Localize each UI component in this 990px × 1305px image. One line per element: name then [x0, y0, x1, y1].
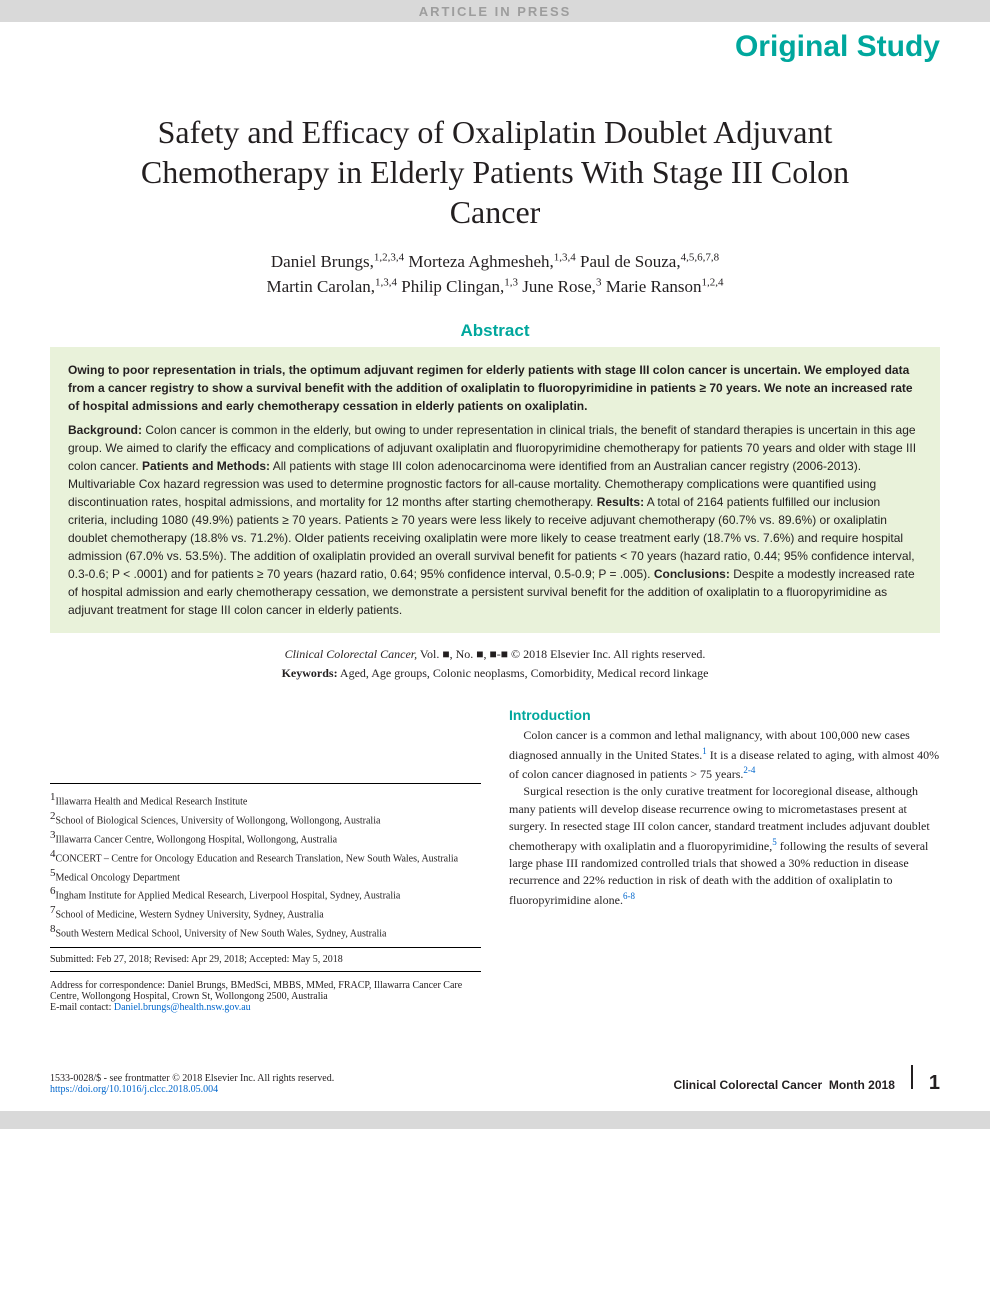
- page-footer: 1533-0028/$ - see frontmatter © 2018 Els…: [0, 1065, 990, 1111]
- author-1-affil: 1,2,3,4: [374, 251, 404, 263]
- affil-top-rule: [50, 783, 481, 784]
- intro-para-1: Colon cancer is a common and lethal mali…: [509, 727, 940, 783]
- dates-top-rule: [50, 947, 481, 948]
- affil-5: Medical Oncology Department: [56, 872, 180, 883]
- abstract-methods-label: Patients and Methods:: [142, 459, 270, 473]
- ref-2-4[interactable]: 2-4: [743, 765, 755, 775]
- correspondence: Address for correspondence: Daniel Brung…: [50, 980, 481, 1013]
- footer-journal: Clinical Colorectal Cancer: [673, 1078, 822, 1092]
- author-7: Marie Ranson: [606, 277, 702, 296]
- footer-grey-bar: [0, 1111, 990, 1129]
- study-type-label: Original Study: [0, 30, 940, 64]
- affiliations: 1Illawarra Health and Medical Research I…: [50, 790, 481, 941]
- abstract-results-label: Results:: [597, 495, 644, 509]
- corresp-top-rule: [50, 971, 481, 972]
- abstract-box: Owing to poor representation in trials, …: [50, 347, 940, 633]
- email-label: E-mail contact:: [50, 1002, 114, 1013]
- author-7-affil: 1,2,4: [702, 276, 724, 288]
- affil-6: Ingham Institute for Applied Medical Res…: [56, 891, 401, 902]
- page-number: 1: [929, 1072, 940, 1095]
- introduction-heading: Introduction: [509, 707, 940, 723]
- affil-1: Illawarra Health and Medical Research In…: [56, 797, 248, 808]
- keywords-line: Keywords: Aged, Age groups, Colonic neop…: [50, 666, 940, 681]
- left-column: 1Illawarra Health and Medical Research I…: [50, 707, 481, 1013]
- author-1: Daniel Brungs,: [271, 252, 374, 271]
- footer-rule-icon: [911, 1065, 913, 1089]
- author-4: Martin Carolan,: [266, 277, 375, 296]
- keywords-text: Aged, Age groups, Colonic neoplasms, Com…: [338, 666, 709, 680]
- right-column: Introduction Colon cancer is a common an…: [509, 707, 940, 1013]
- article-title: Safety and Efficacy of Oxaliplatin Doubl…: [140, 112, 850, 232]
- intro-para-2: Surgical resection is the only curative …: [509, 783, 940, 909]
- abstract-background-label: Background:: [68, 423, 142, 437]
- footer-left: 1533-0028/$ - see frontmatter © 2018 Els…: [50, 1073, 334, 1095]
- publication-info: Clinical Colorectal Cancer, Vol. ■, No. …: [110, 647, 880, 662]
- banner-text: ARTICLE IN PRESS: [419, 4, 572, 19]
- author-2-affil: 1,3,4: [554, 251, 576, 263]
- email-link[interactable]: Daniel.brungs@health.nsw.gov.au: [114, 1002, 251, 1013]
- page-content: Safety and Efficacy of Oxaliplatin Doubl…: [0, 82, 990, 1033]
- article-in-press-banner: ARTICLE IN PRESS: [0, 0, 990, 22]
- footer-right: Clinical Colorectal Cancer Month 2018 1: [673, 1065, 940, 1095]
- ref-6-8[interactable]: 6-8: [623, 891, 635, 901]
- affil-3: Illawarra Cancer Centre, Wollongong Hosp…: [56, 834, 338, 845]
- affil-2: School of Biological Sciences, Universit…: [56, 815, 381, 826]
- abstract-conclusions-label: Conclusions:: [654, 567, 730, 581]
- two-column-body: 1Illawarra Health and Medical Research I…: [50, 707, 940, 1013]
- authors-block: Daniel Brungs,1,2,3,4 Morteza Aghmesheh,…: [130, 250, 860, 299]
- abstract-body: Background: Colon cancer is common in th…: [68, 421, 922, 619]
- keywords-label: Keywords:: [282, 666, 338, 680]
- author-6-affil: 3: [596, 276, 602, 288]
- author-6: June Rose,: [522, 277, 596, 296]
- author-2: Morteza Aghmesheh,: [408, 252, 553, 271]
- author-5-affil: 1,3: [504, 276, 518, 288]
- footer-month: Month 2018: [829, 1078, 895, 1092]
- footer-issn: 1533-0028/$ - see frontmatter © 2018 Els…: [50, 1073, 334, 1084]
- submission-dates: Submitted: Feb 27, 2018; Revised: Apr 29…: [50, 954, 481, 965]
- abstract-heading: Abstract: [50, 321, 940, 341]
- pub-journal: Clinical Colorectal Cancer,: [285, 647, 418, 661]
- affil-8: South Western Medical School, University…: [56, 928, 387, 939]
- author-4-affil: 1,3,4: [375, 276, 397, 288]
- affil-4: CONCERT – Centre for Oncology Education …: [56, 853, 459, 864]
- author-3-affil: 4,5,6,7,8: [681, 251, 720, 263]
- author-5: Philip Clingan,: [401, 277, 504, 296]
- affil-7: School of Medicine, Western Sydney Unive…: [56, 910, 324, 921]
- abstract-lead: Owing to poor representation in trials, …: [68, 361, 922, 415]
- author-3: Paul de Souza,: [580, 252, 681, 271]
- footer-doi-link[interactable]: https://doi.org/10.1016/j.clcc.2018.05.0…: [50, 1084, 334, 1095]
- pub-volume: Vol. ■, No. ■, ■-■ © 2018 Elsevier Inc. …: [417, 647, 705, 661]
- corresp-text: Address for correspondence: Daniel Brung…: [50, 980, 462, 1002]
